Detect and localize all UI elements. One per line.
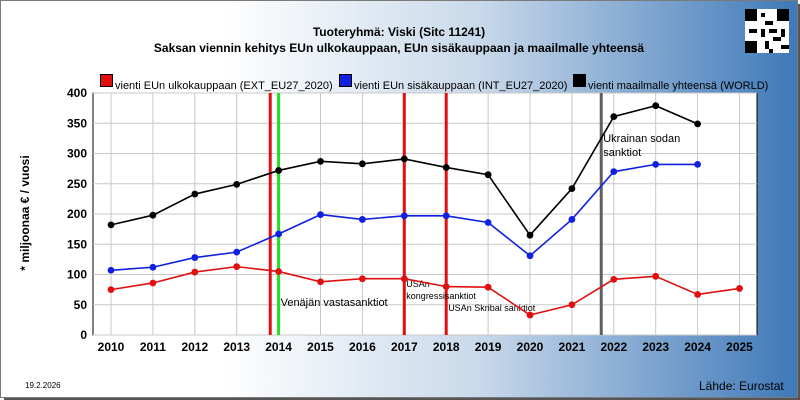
- data-point: [526, 311, 534, 319]
- data-point: [359, 216, 366, 223]
- data-point: [317, 278, 324, 286]
- data-point: [442, 212, 450, 220]
- y-tick-label: 400: [67, 86, 87, 100]
- data-point: [610, 113, 618, 120]
- data-point: [191, 268, 199, 276]
- data-point: [275, 167, 282, 174]
- series-line-0: [110, 265, 740, 316]
- data-point: [442, 283, 450, 290]
- y-tick-label: 250: [67, 177, 87, 191]
- x-tick-label: 2012: [181, 340, 208, 354]
- x-tick-label: 2014: [265, 340, 292, 354]
- x-tick-label: 2017: [391, 340, 418, 354]
- data-point: [400, 275, 408, 283]
- data-point: [568, 216, 576, 223]
- data-point: [694, 291, 701, 298]
- data-point: [359, 275, 366, 283]
- data-point: [568, 301, 576, 309]
- y-tick-label: 100: [67, 268, 87, 282]
- x-tick-label: 2020: [517, 340, 544, 354]
- x-tick-label: 2015: [307, 340, 334, 354]
- y-tick-label: 150: [67, 237, 87, 251]
- data-point: [317, 157, 324, 165]
- data-point: [275, 268, 282, 275]
- data-point: [275, 230, 282, 238]
- event-label: Ukrainan sodan: [603, 133, 680, 145]
- y-tick-label: 0: [80, 328, 87, 342]
- legend-label-ext: vienti EUn ulkokauppaan (EXT_EU27_2020): [115, 80, 333, 92]
- x-tick-label: 2010: [98, 340, 125, 354]
- data-point: [736, 285, 743, 292]
- data-point: [652, 160, 660, 168]
- x-tick-label: 2021: [559, 340, 586, 354]
- data-point: [526, 231, 534, 239]
- data-point: [610, 168, 618, 176]
- data-point: [191, 254, 199, 261]
- event-label: sanktiot: [603, 147, 641, 159]
- x-tick-label: 2025: [726, 340, 753, 354]
- x-tick-label: 2019: [475, 340, 502, 354]
- x-tick-label: 2022: [600, 340, 627, 354]
- data-point: [652, 102, 660, 110]
- data-point: [400, 212, 408, 220]
- legend-label-int: vienti EUn sisäkauppaan (INT_EU27_2020): [354, 80, 568, 92]
- data-point: [233, 248, 241, 256]
- data-point: [610, 275, 618, 283]
- event-label: kongressisanktiot: [406, 291, 476, 301]
- data-point: [149, 263, 157, 271]
- data-point: [568, 185, 576, 192]
- y-tick-label: 350: [67, 116, 87, 130]
- data-point: [233, 180, 241, 188]
- data-point: [484, 219, 492, 226]
- data-point: [107, 266, 115, 274]
- x-tick-label: 2016: [349, 340, 376, 354]
- legend-swatch-world: [573, 74, 586, 87]
- x-tick-label: 2018: [433, 340, 460, 354]
- chart-title: Tuoteryhmä: Viski (Sitc 11241): [312, 25, 486, 39]
- date-stamp: 19.2.2026: [25, 381, 61, 390]
- x-tick-label: 2011: [140, 340, 166, 354]
- data-point: [484, 171, 492, 179]
- legend-swatch-int: [339, 74, 352, 87]
- event-label: USAn Skribal sanktiot: [448, 303, 536, 313]
- legend-swatch-ext: [100, 74, 113, 87]
- data-point: [694, 120, 701, 128]
- data-point: [149, 279, 157, 287]
- data-point: [526, 252, 534, 260]
- event-label: USAn: [406, 279, 430, 289]
- data-point: [442, 164, 450, 171]
- legend-label-world: vienti maailmalle yhteensä (WORLD): [588, 80, 769, 92]
- data-point: [359, 160, 366, 168]
- data-point: [149, 211, 157, 219]
- data-point: [400, 155, 408, 163]
- data-point: [484, 283, 492, 291]
- data-point: [107, 286, 115, 294]
- chart-subtitle: Saksan viennin kehitys EUn ulkokauppaan,…: [153, 41, 645, 55]
- data-point: [191, 190, 199, 198]
- source-note: Lähde: Eurostat: [699, 379, 784, 393]
- data-point: [233, 263, 241, 271]
- x-tick-label: 2013: [223, 340, 250, 354]
- x-tick-label: 2024: [684, 340, 711, 354]
- data-point: [317, 211, 324, 219]
- y-tick-label: 50: [74, 298, 88, 312]
- y-tick-label: 200: [67, 207, 87, 221]
- qr-code-icon: [745, 9, 789, 53]
- data-point: [107, 221, 115, 229]
- data-point: [694, 160, 701, 168]
- data-point: [652, 272, 660, 280]
- event-label: Venäjän vastasanktiot: [281, 297, 388, 309]
- x-tick-label: 2023: [642, 340, 669, 354]
- y-tick-label: 300: [67, 147, 87, 161]
